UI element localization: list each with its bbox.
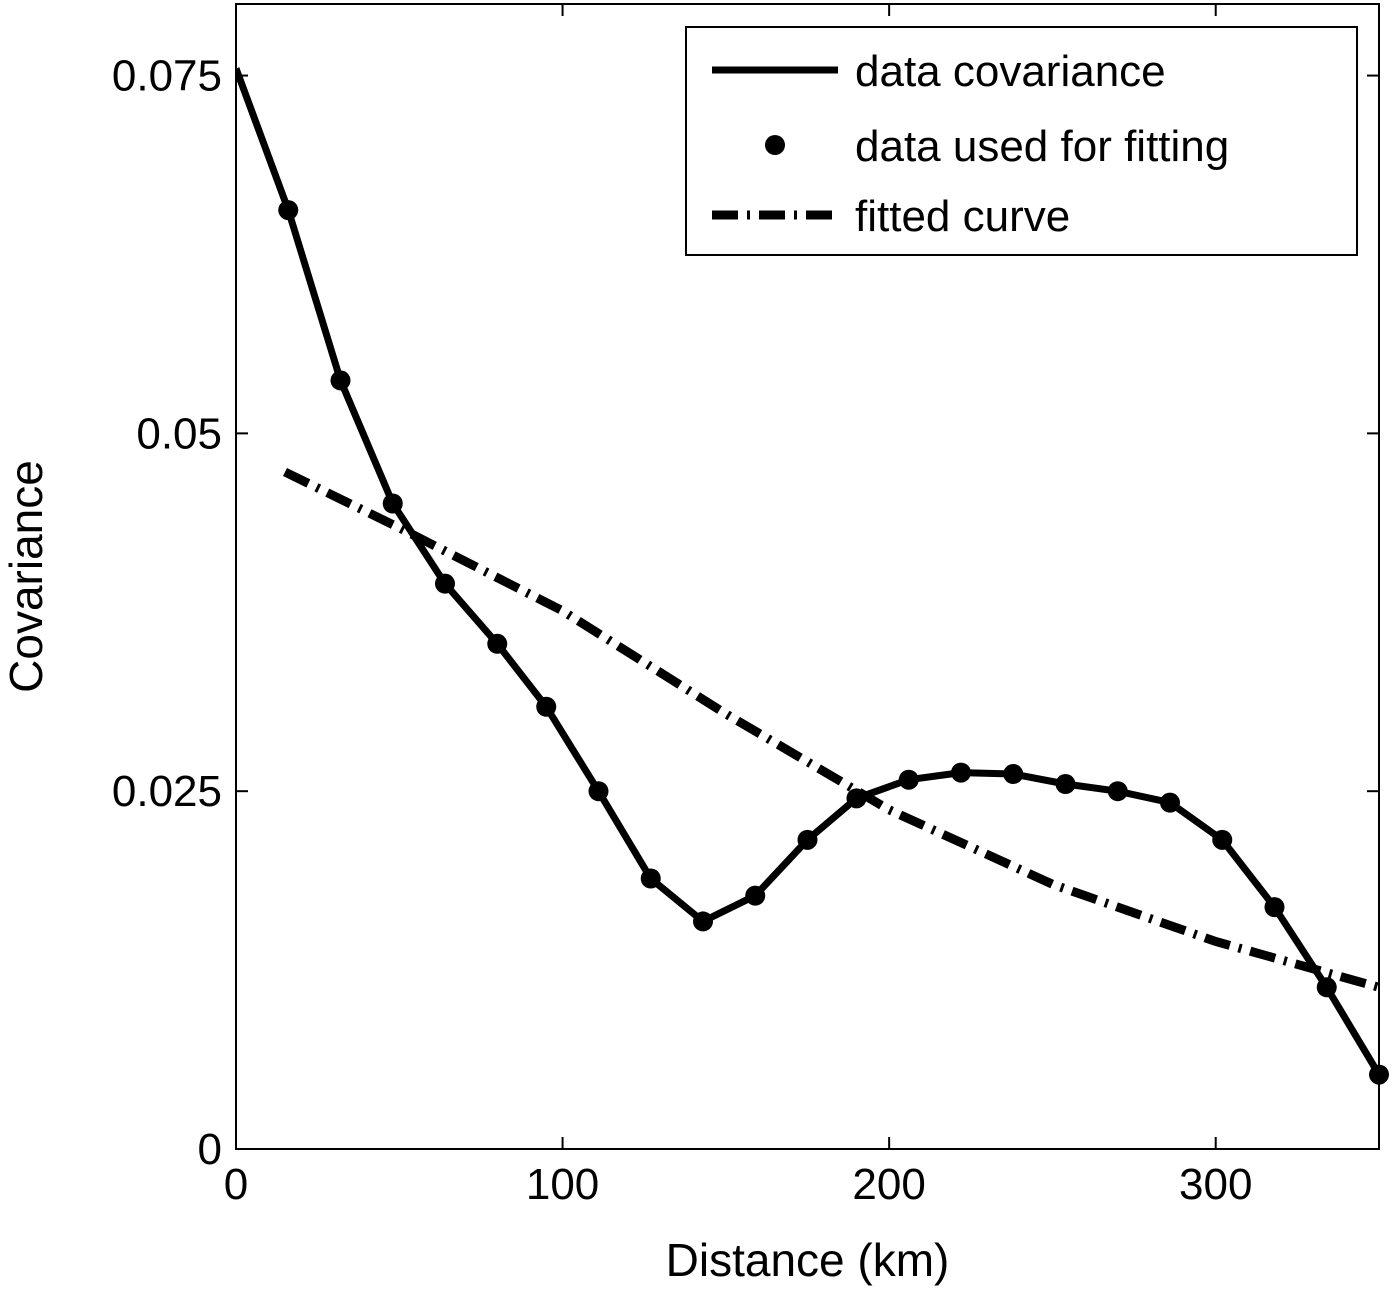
data-point-marker [797, 829, 818, 850]
data-point-marker [1003, 764, 1024, 785]
legend-box [685, 26, 1358, 256]
data-point-marker [588, 781, 609, 802]
data-point-marker [1264, 897, 1285, 918]
data-point-marker [640, 868, 661, 889]
y-axis-label: Covariance [0, 460, 52, 693]
axes-frame [235, 3, 1380, 1150]
y-tick-label: 0.025 [112, 767, 222, 816]
legend-label-fitted-curve: fitted curve [855, 192, 1070, 241]
data-point-marker [382, 493, 403, 514]
y-tick-label: 0 [198, 1125, 222, 1174]
plot-area [236, 67, 1389, 1085]
data-point-marker [1212, 829, 1233, 850]
axis-ticks: 0 100 200 300 0 0.025 0.05 0.075 [112, 4, 1379, 1209]
x-tick-label: 100 [526, 1160, 599, 1209]
legend-label-data-covariance: data covariance [855, 47, 1166, 96]
data-point-marker [898, 769, 919, 790]
data-point-marker [435, 573, 456, 594]
data-point-marker [536, 696, 557, 717]
data-point-marker [330, 370, 351, 391]
legend-swatch-data-used-for-fitting [765, 135, 785, 155]
data-point-marker [487, 633, 508, 654]
x-tick-label: 200 [852, 1160, 925, 1209]
legend: data covariance data used for fitting fi… [685, 26, 1358, 256]
y-tick-label: 0.05 [136, 409, 222, 458]
data-point-marker [692, 911, 713, 932]
y-tick-label: 0.075 [112, 52, 222, 101]
x-tick-label: 0 [224, 1160, 248, 1209]
data-point-marker [950, 762, 971, 783]
data-point-marker [1107, 781, 1128, 802]
x-axis-label: Distance (km) [666, 1234, 950, 1286]
legend-label-data-used-for-fitting: data used for fitting [855, 122, 1229, 171]
series-line-fitted-curve [283, 467, 1379, 992]
data-point-marker [846, 788, 867, 809]
x-tick-label: 300 [1179, 1160, 1252, 1209]
data-point-marker [1055, 774, 1076, 795]
data-point-marker [1159, 792, 1180, 813]
data-point-marker [1316, 977, 1337, 998]
data-point-marker [745, 885, 766, 906]
data-point-marker [278, 200, 299, 221]
